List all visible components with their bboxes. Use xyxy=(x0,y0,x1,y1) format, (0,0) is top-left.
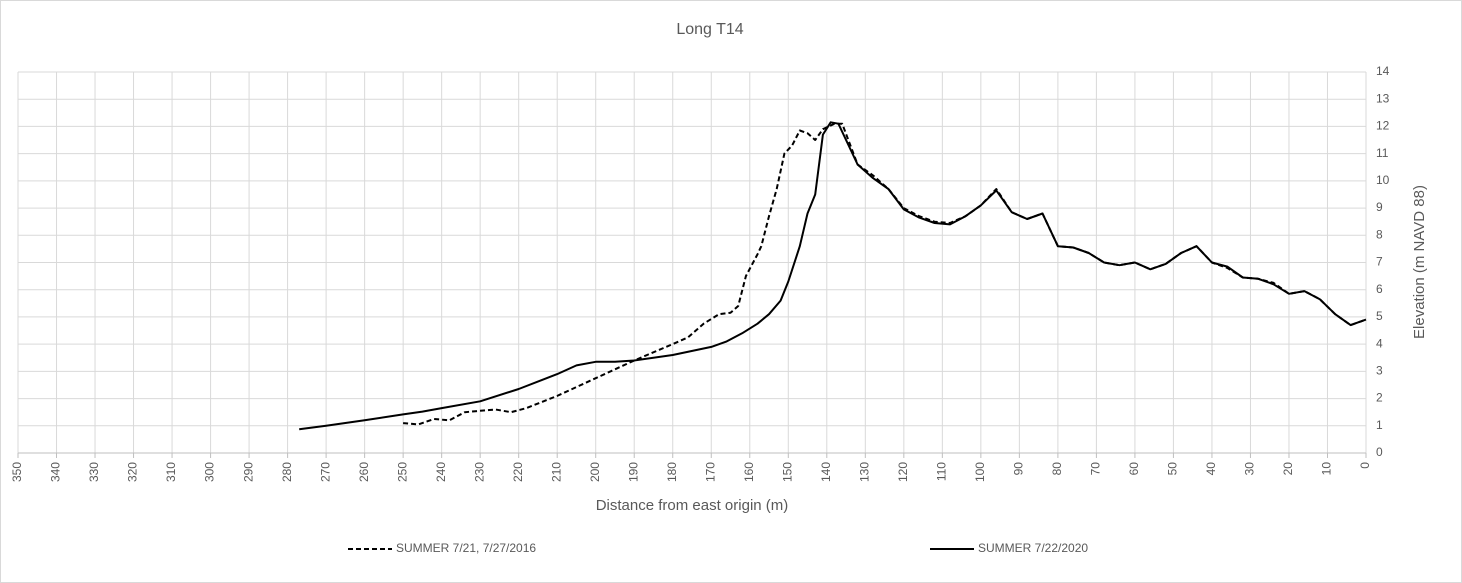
y-tick-label: 0 xyxy=(1376,445,1383,459)
x-tick-label: 120 xyxy=(896,462,910,482)
y-tick-label: 12 xyxy=(1376,119,1390,133)
x-tick-label: 340 xyxy=(49,462,63,482)
x-tick-label: 110 xyxy=(935,462,949,481)
x-tick-label: 160 xyxy=(742,462,756,482)
y-tick-label: 14 xyxy=(1376,64,1390,78)
x-tick-label: 40 xyxy=(1204,462,1218,476)
x-tick-label: 10 xyxy=(1320,462,1334,476)
x-tick-label: 140 xyxy=(819,462,833,482)
x-tick-label: 190 xyxy=(626,462,640,482)
x-axis-label: Distance from east origin (m) xyxy=(596,497,789,514)
x-tick-label: 50 xyxy=(1166,462,1180,476)
legend-label: SUMMER 7/21, 7/27/2016 xyxy=(396,541,536,555)
x-tick-label: 70 xyxy=(1089,462,1103,476)
y-tick-label: 4 xyxy=(1376,336,1383,350)
x-tick-label: 250 xyxy=(395,462,409,482)
x-tick-label: 260 xyxy=(357,462,371,482)
x-tick-label: 310 xyxy=(164,462,178,482)
x-tick-label: 60 xyxy=(1127,462,1141,476)
x-tick-label: 80 xyxy=(1050,462,1064,476)
x-tick-label: 270 xyxy=(318,462,332,482)
x-tick-label: 350 xyxy=(10,462,24,482)
x-tick-label: 30 xyxy=(1243,462,1257,476)
x-tick-label: 210 xyxy=(549,462,563,482)
x-tick-label: 20 xyxy=(1281,462,1295,476)
x-tick-label: 240 xyxy=(434,462,448,482)
y-tick-label: 7 xyxy=(1376,255,1383,269)
y-axis-label: Elevation (m NAVD 88) xyxy=(1411,185,1428,339)
y-tick-label: 8 xyxy=(1376,227,1383,241)
x-tick-label: 170 xyxy=(703,462,717,482)
y-tick-label: 11 xyxy=(1376,146,1389,160)
x-tick-label: 200 xyxy=(588,462,602,482)
series-line xyxy=(299,121,1367,431)
chart-title: Long T14 xyxy=(676,21,743,38)
x-tick-label: 230 xyxy=(472,462,486,482)
y-tick-label: 1 xyxy=(1376,418,1383,432)
x-tick-label: 220 xyxy=(511,462,525,482)
x-tick-label: 130 xyxy=(857,462,871,482)
legend-label: SUMMER 7/22/2020 xyxy=(978,541,1088,555)
x-tick-label: 330 xyxy=(87,462,101,482)
x-tick-label: 280 xyxy=(280,462,294,482)
y-tick-label: 2 xyxy=(1376,391,1383,405)
y-tick-label: 6 xyxy=(1376,282,1383,296)
x-tick-label: 180 xyxy=(665,462,679,482)
y-tick-label: 10 xyxy=(1376,173,1390,187)
x-tick-label: 290 xyxy=(241,462,255,482)
x-tick-label: 300 xyxy=(203,462,217,482)
x-tick-label: 90 xyxy=(1012,462,1026,476)
y-tick-label: 3 xyxy=(1376,364,1383,378)
x-tick-label: 150 xyxy=(780,462,794,482)
x-tick-label: 100 xyxy=(973,462,987,482)
x-tick-label: 320 xyxy=(126,462,140,482)
y-tick-label: 9 xyxy=(1376,200,1383,214)
x-tick-label: 0 xyxy=(1358,462,1372,469)
y-tick-label: 5 xyxy=(1376,309,1383,323)
y-tick-label: 13 xyxy=(1376,91,1390,105)
